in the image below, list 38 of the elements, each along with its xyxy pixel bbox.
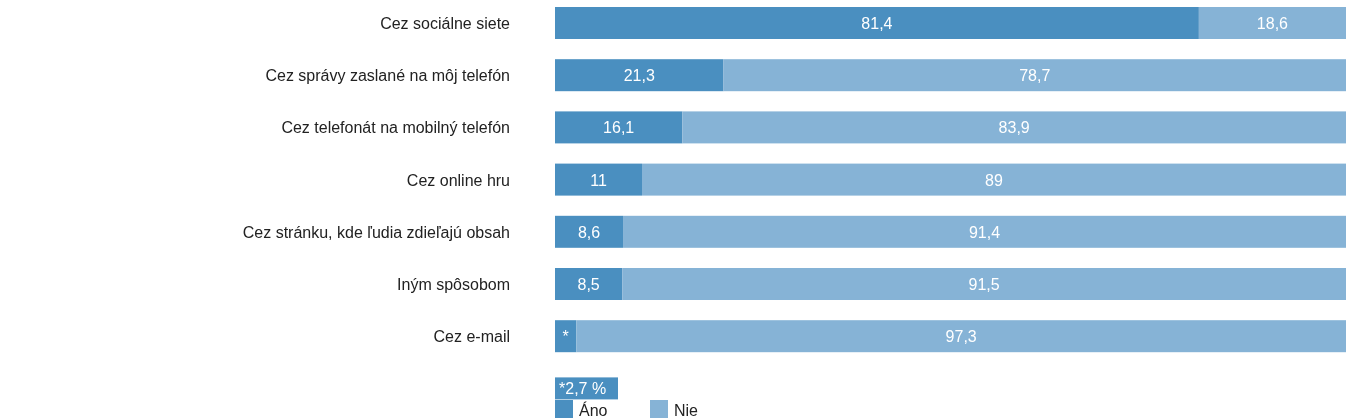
data-label: 81,4 — [861, 15, 893, 32]
bar — [623, 215, 1346, 248]
y-tick-label: Cez sociálne siete — [380, 15, 511, 32]
text: *2,7 % — [559, 380, 607, 398]
data-label: 91,5 — [968, 276, 1000, 293]
bar — [642, 163, 1346, 196]
legend-label: Nie — [674, 402, 699, 419]
bar — [555, 320, 577, 353]
bar — [555, 268, 623, 300]
bar — [555, 215, 624, 248]
bar — [622, 268, 1346, 300]
data-label: 83,9 — [998, 119, 1030, 137]
bar — [555, 111, 683, 144]
data-label: 11 — [590, 171, 607, 189]
data-label: 89 — [985, 171, 1004, 189]
bar — [682, 111, 1346, 144]
y-tick-label: Cez online hru — [406, 171, 510, 189]
data-label: 78,7 — [1019, 67, 1051, 85]
data-label: * — [562, 328, 569, 346]
bar — [555, 59, 724, 92]
data-label: 21,3 — [623, 67, 655, 85]
data-label: 16,1 — [603, 119, 635, 137]
bar — [723, 59, 1346, 92]
data-label: 97,3 — [945, 328, 977, 346]
bar — [576, 320, 1346, 353]
y-tick-label: Cez správy zaslané na môj telefón — [265, 67, 510, 85]
y-tick-label: Cez e-mail — [433, 328, 510, 346]
data-label: 18,6 — [1256, 15, 1289, 32]
y-tick-label: Cez stránku, kde ľudia zdieľajú obsah — [242, 223, 510, 241]
bar — [1198, 7, 1346, 39]
data-label: 8,6 — [577, 223, 601, 241]
y-tick-label: Iným spôsobom — [397, 276, 510, 293]
y-tick-label: Cez telefonát na mobilný telefón — [281, 119, 510, 137]
bar — [555, 163, 643, 196]
legend-label: Áno — [579, 401, 608, 419]
data-label: 8,5 — [577, 276, 600, 293]
bar — [555, 7, 1199, 39]
data-label: 91,4 — [968, 223, 1001, 241]
